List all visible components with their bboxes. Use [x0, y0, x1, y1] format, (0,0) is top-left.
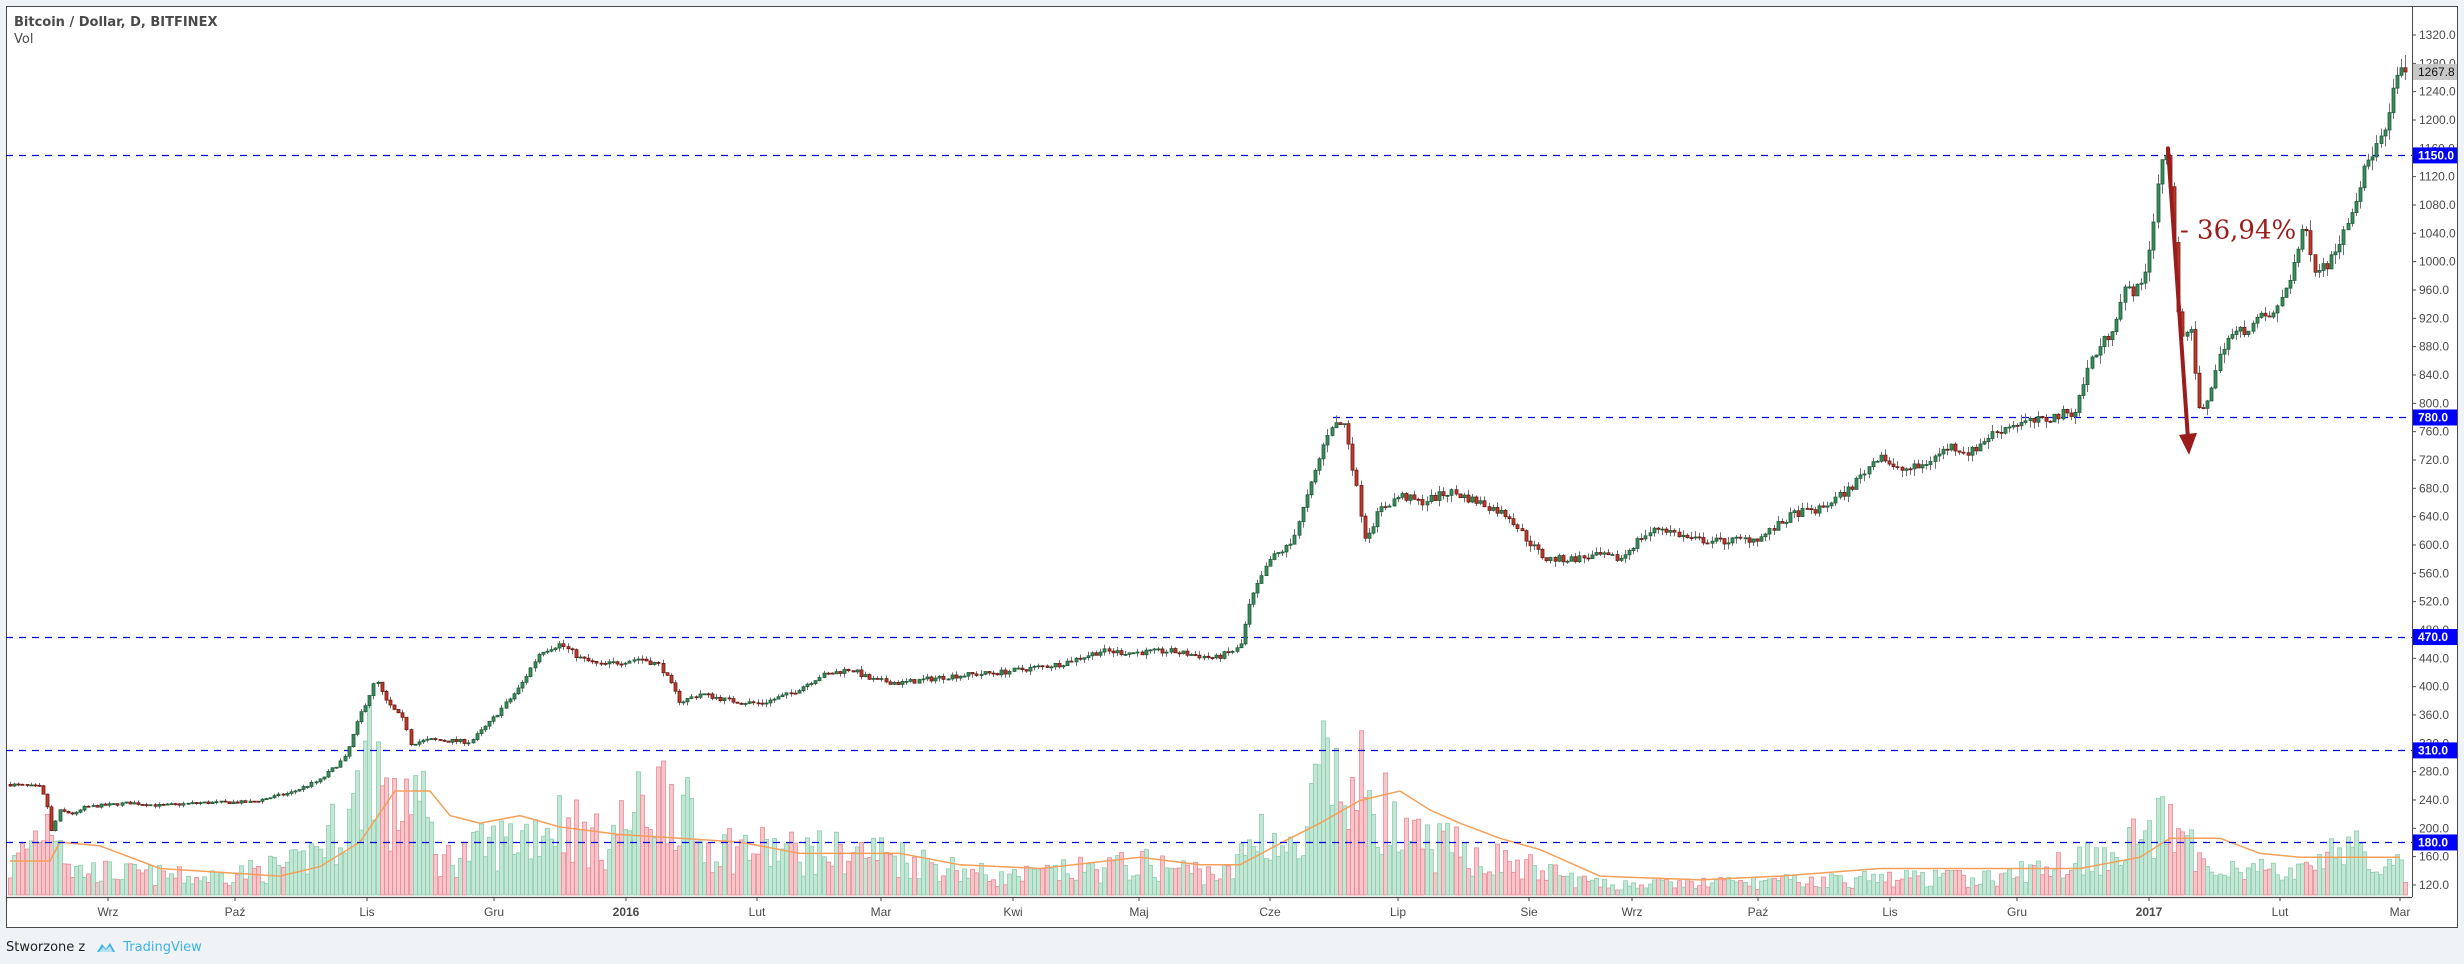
drop-annotation: - 36,94% — [2166, 146, 2296, 455]
horizontal-levels — [6, 154, 2412, 844]
svg-text:840.0: 840.0 — [2419, 368, 2449, 382]
svg-text:780.0: 780.0 — [2418, 410, 2448, 424]
footer: Stworzone z TradingView — [6, 936, 202, 958]
tradingview-cloud-icon — [97, 943, 116, 952]
svg-text:Mar: Mar — [2390, 905, 2411, 919]
svg-text:1200.0: 1200.0 — [2419, 113, 2456, 127]
svg-text:Wrz: Wrz — [97, 905, 118, 919]
svg-text:Gru: Gru — [484, 905, 504, 919]
volume-pane — [8, 706, 2408, 896]
svg-text:1040.0: 1040.0 — [2419, 226, 2456, 240]
axes: 1320.01280.01240.01200.01160.01120.01080… — [7, 6, 2457, 919]
svg-text:1000.0: 1000.0 — [2419, 255, 2456, 269]
svg-text:1080.0: 1080.0 — [2419, 198, 2456, 212]
svg-text:Paź: Paź — [225, 905, 246, 919]
svg-text:Lut: Lut — [2272, 905, 2289, 919]
svg-text:160.0: 160.0 — [2419, 850, 2449, 864]
svg-text:520.0: 520.0 — [2419, 595, 2449, 609]
chart-legend: Bitcoin / Dollar, D, BITFINEX Vol — [14, 14, 217, 48]
svg-text:400.0: 400.0 — [2419, 680, 2449, 694]
svg-text:2016: 2016 — [613, 905, 640, 919]
svg-text:Lis: Lis — [359, 905, 374, 919]
candlestick-series — [8, 54, 2408, 832]
svg-text:1320.0: 1320.0 — [2419, 28, 2456, 42]
svg-text:470.0: 470.0 — [2418, 630, 2448, 644]
svg-text:960.0: 960.0 — [2419, 283, 2449, 297]
svg-text:- 36,94%: - 36,94% — [2180, 215, 2296, 245]
tradingview-link[interactable]: TradingView — [95, 940, 202, 955]
made-with-label: Stworzone z — [6, 939, 86, 955]
svg-text:Gru: Gru — [2007, 905, 2027, 919]
svg-text:Lip: Lip — [1390, 905, 1406, 919]
svg-text:Cze: Cze — [1259, 905, 1281, 919]
svg-text:2017: 2017 — [2136, 905, 2163, 919]
tradingview-brand-label: TradingView — [123, 939, 202, 955]
svg-text:Sie: Sie — [1520, 905, 1538, 919]
svg-text:240.0: 240.0 — [2419, 793, 2449, 807]
symbol-title[interactable]: Bitcoin / Dollar, D, BITFINEX — [14, 15, 218, 30]
svg-text:640.0: 640.0 — [2419, 510, 2449, 524]
chart-frame — [6, 6, 2458, 928]
svg-text:Mar: Mar — [871, 905, 892, 919]
svg-text:440.0: 440.0 — [2419, 651, 2449, 665]
svg-text:120.0: 120.0 — [2419, 878, 2449, 892]
svg-text:Paź: Paź — [1748, 905, 1769, 919]
svg-text:280.0: 280.0 — [2419, 765, 2449, 779]
svg-text:Lis: Lis — [1882, 905, 1897, 919]
svg-text:920.0: 920.0 — [2419, 311, 2449, 325]
svg-text:680.0: 680.0 — [2419, 481, 2449, 495]
svg-text:720.0: 720.0 — [2419, 453, 2449, 467]
svg-text:1120.0: 1120.0 — [2419, 170, 2455, 184]
svg-text:560.0: 560.0 — [2419, 566, 2449, 580]
svg-text:200.0: 200.0 — [2419, 821, 2449, 835]
svg-text:1240.0: 1240.0 — [2419, 85, 2456, 99]
svg-text:360.0: 360.0 — [2419, 708, 2449, 722]
svg-text:Lut: Lut — [749, 905, 766, 919]
svg-text:Kwi: Kwi — [1003, 905, 1022, 919]
svg-text:800.0: 800.0 — [2419, 396, 2449, 410]
svg-text:760.0: 760.0 — [2419, 425, 2449, 439]
svg-text:1150.0: 1150.0 — [2418, 148, 2454, 162]
svg-text:Maj: Maj — [1129, 905, 1148, 919]
volume-indicator-label[interactable]: Vol — [14, 32, 34, 47]
svg-text:1267.8: 1267.8 — [2418, 65, 2455, 79]
svg-text:180.0: 180.0 — [2418, 835, 2448, 849]
svg-text:310.0: 310.0 — [2418, 743, 2448, 757]
svg-text:880.0: 880.0 — [2419, 340, 2449, 354]
svg-text:600.0: 600.0 — [2419, 538, 2449, 552]
svg-text:Wrz: Wrz — [1621, 905, 1642, 919]
